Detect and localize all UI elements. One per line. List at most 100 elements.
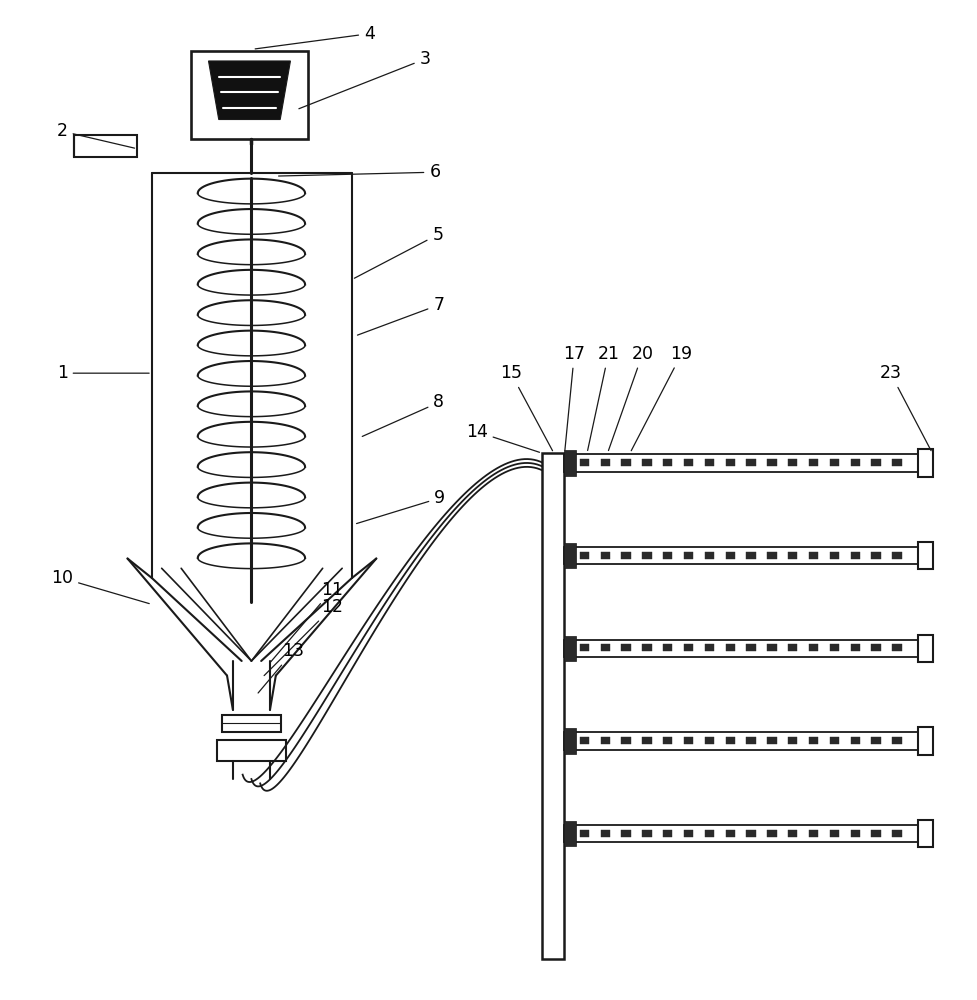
Bar <box>564 821 576 846</box>
Text: 10: 10 <box>51 569 149 604</box>
Text: 5: 5 <box>355 226 444 278</box>
Text: 8: 8 <box>362 393 445 436</box>
Bar <box>579 737 589 744</box>
Bar <box>726 644 735 651</box>
Bar <box>851 644 860 651</box>
Bar <box>788 830 797 837</box>
Bar <box>892 459 902 466</box>
Bar <box>621 552 631 559</box>
Bar <box>704 830 714 837</box>
Bar <box>788 644 797 651</box>
Bar <box>726 737 735 744</box>
Bar <box>564 825 917 842</box>
Bar <box>726 459 735 466</box>
Bar <box>564 454 917 472</box>
Bar <box>892 644 902 651</box>
Bar <box>704 737 714 744</box>
Bar <box>601 830 610 837</box>
Bar <box>917 820 933 847</box>
Text: 21: 21 <box>587 345 619 450</box>
Bar <box>704 552 714 559</box>
Bar <box>767 830 777 837</box>
Bar <box>829 644 839 651</box>
Bar <box>217 740 285 761</box>
Bar <box>621 459 631 466</box>
Bar <box>564 543 576 568</box>
Bar <box>704 644 714 651</box>
Bar <box>684 552 694 559</box>
Text: 2: 2 <box>57 122 135 148</box>
Bar <box>746 830 756 837</box>
Bar <box>767 737 777 744</box>
Bar <box>851 552 860 559</box>
Text: 6: 6 <box>278 163 441 181</box>
Bar <box>642 830 652 837</box>
Text: 3: 3 <box>299 50 431 109</box>
Bar <box>564 728 576 754</box>
Bar <box>579 644 589 651</box>
Bar <box>851 459 860 466</box>
Bar <box>663 830 672 837</box>
Bar <box>917 635 933 662</box>
Bar <box>871 830 881 837</box>
Bar <box>917 449 933 477</box>
Bar <box>564 732 917 750</box>
Text: 9: 9 <box>357 489 446 524</box>
Bar <box>621 830 631 837</box>
Bar <box>601 459 610 466</box>
Bar <box>663 459 672 466</box>
Bar <box>74 135 138 157</box>
Text: 12: 12 <box>264 598 343 676</box>
Bar <box>564 450 576 476</box>
Bar <box>684 830 694 837</box>
Bar <box>684 459 694 466</box>
Bar <box>621 644 631 651</box>
Bar <box>829 459 839 466</box>
Bar <box>788 552 797 559</box>
Bar <box>542 453 564 959</box>
Bar <box>726 830 735 837</box>
Bar <box>564 640 917 657</box>
Bar <box>642 644 652 651</box>
Bar <box>871 459 881 466</box>
Bar <box>663 737 672 744</box>
Bar <box>767 459 777 466</box>
Text: 1: 1 <box>57 364 149 382</box>
Bar <box>892 737 902 744</box>
Text: 14: 14 <box>466 423 539 452</box>
Bar <box>788 459 797 466</box>
Bar <box>663 552 672 559</box>
Text: 23: 23 <box>879 364 931 451</box>
Bar <box>564 636 576 661</box>
Bar <box>892 552 902 559</box>
Bar <box>684 644 694 651</box>
Bar <box>642 459 652 466</box>
Bar <box>746 459 756 466</box>
Bar <box>564 547 917 564</box>
Bar <box>663 644 672 651</box>
Text: 17: 17 <box>564 345 585 450</box>
Bar <box>809 459 819 466</box>
Bar <box>809 737 819 744</box>
Bar <box>642 552 652 559</box>
Bar <box>746 737 756 744</box>
Text: 15: 15 <box>500 364 553 451</box>
Bar <box>579 459 589 466</box>
Bar <box>892 830 902 837</box>
Bar <box>601 644 610 651</box>
Bar <box>871 737 881 744</box>
Bar <box>871 552 881 559</box>
Bar <box>851 830 860 837</box>
Bar <box>704 459 714 466</box>
Bar <box>851 737 860 744</box>
Bar <box>829 552 839 559</box>
Text: 7: 7 <box>358 296 445 335</box>
Bar <box>809 830 819 837</box>
Bar <box>621 737 631 744</box>
Bar <box>222 715 280 732</box>
Bar <box>871 644 881 651</box>
Bar <box>746 644 756 651</box>
Bar <box>788 737 797 744</box>
Polygon shape <box>208 61 290 120</box>
Bar <box>746 552 756 559</box>
